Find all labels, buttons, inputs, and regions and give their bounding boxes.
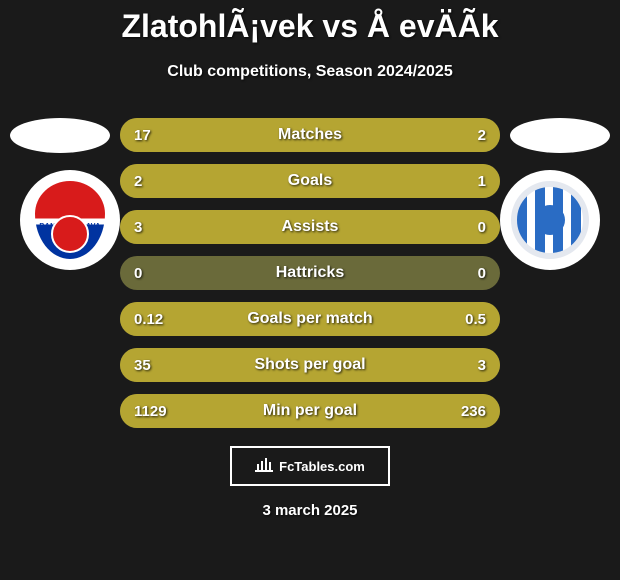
stat-row: Goals2 1 [120, 164, 500, 198]
footer-brand-box[interactable]: FcTables.com [230, 446, 390, 486]
stat-value-right: 3 [478, 357, 486, 374]
stat-row: Assists3 0 [120, 210, 500, 244]
stat-row: Min per goal1129 236 [120, 394, 500, 428]
stat-row: Goals per match0.12 0.5 [120, 302, 500, 336]
stat-row: Hattricks0 0 [120, 256, 500, 290]
stat-value-left: 3 [134, 219, 142, 236]
stat-value-right: 2 [478, 127, 486, 144]
stat-value-left: 0 [134, 265, 142, 282]
stat-value-left: 2 [134, 173, 142, 190]
team-crest-right [500, 170, 600, 270]
stat-value-left: 1129 [134, 403, 167, 420]
stat-label: Matches [120, 126, 500, 144]
crest-text-left: BANÍK OSTRAVA [39, 223, 100, 230]
crest-shield-left: BANÍK OSTRAVA [35, 181, 105, 259]
stat-label: Hattricks [120, 264, 500, 282]
stat-value-left: 17 [134, 127, 151, 144]
stat-row: Matches17 2 [120, 118, 500, 152]
stat-label: Goals per match [120, 310, 500, 328]
stat-row: Shots per goal35 3 [120, 348, 500, 382]
page-subtitle: Club competitions, Season 2024/2025 [0, 63, 620, 81]
stat-value-left: 35 [134, 357, 151, 374]
stat-label: Assists [120, 218, 500, 236]
stat-label: Goals [120, 172, 500, 190]
footer-date: 3 march 2025 [0, 502, 620, 519]
page-title: ZlatohlÃ¡vek vs Å evÄÃ­k [0, 0, 620, 45]
stat-value-left: 0.12 [134, 311, 163, 328]
stat-value-right: 0.5 [465, 311, 486, 328]
crest-shield-right [511, 181, 589, 259]
stat-value-right: 0 [478, 219, 486, 236]
ellipse-decor-left [10, 118, 110, 153]
chart-icon [255, 456, 273, 476]
ellipse-decor-right [510, 118, 610, 153]
stat-label: Min per goal [120, 402, 500, 420]
team-crest-left: BANÍK OSTRAVA [20, 170, 120, 270]
footer-brand-text: FcTables.com [279, 459, 365, 474]
stats-area: Matches172Goals21Assists30Hattricks00Goa… [120, 118, 500, 440]
stat-value-right: 1 [478, 173, 486, 190]
stat-value-right: 0 [478, 265, 486, 282]
stat-label: Shots per goal [120, 356, 500, 374]
stat-value-right: 236 [461, 403, 486, 420]
